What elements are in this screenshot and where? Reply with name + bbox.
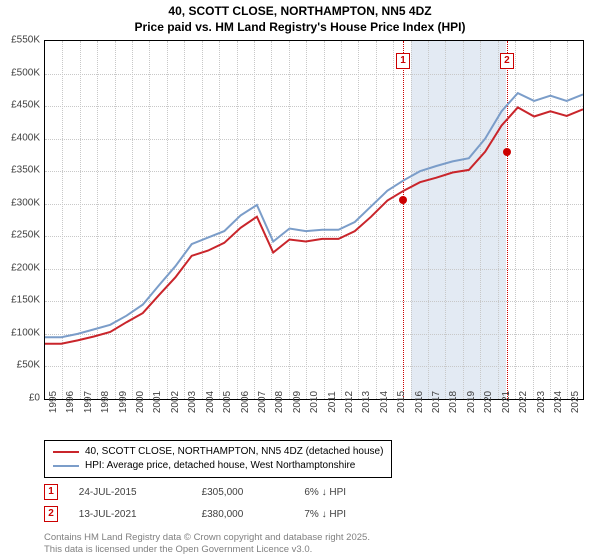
- sale-point: [503, 148, 511, 156]
- sale-row-1: 1 24-JUL-2015 £305,000 6% ↓ HPI: [44, 484, 346, 500]
- x-tick: 2020: [483, 391, 494, 413]
- x-tick: 2022: [518, 391, 529, 413]
- x-tick: 2006: [240, 391, 251, 413]
- x-tick: 2019: [466, 391, 477, 413]
- footer: Contains HM Land Registry data © Crown c…: [44, 532, 370, 556]
- x-tick: 2009: [292, 391, 303, 413]
- x-tick: 2002: [170, 391, 181, 413]
- y-tick: £350K: [11, 165, 40, 176]
- y-tick: £250K: [11, 230, 40, 241]
- y-tick: £50K: [17, 360, 40, 371]
- y-tick: £400K: [11, 132, 40, 143]
- x-tick: 2001: [152, 391, 163, 413]
- x-tick: 2013: [361, 391, 372, 413]
- x-tick: 2016: [414, 391, 425, 413]
- x-tick: 2008: [274, 391, 285, 413]
- x-tick: 2014: [379, 391, 390, 413]
- x-tick: 1999: [118, 391, 129, 413]
- x-tick: 2003: [187, 391, 198, 413]
- sale-row-2: 2 13-JUL-2021 £380,000 7% ↓ HPI: [44, 506, 346, 522]
- x-tick: 2007: [257, 391, 268, 413]
- x-tick: 2005: [222, 391, 233, 413]
- x-tick: 2023: [536, 391, 547, 413]
- x-tick: 1997: [83, 391, 94, 413]
- legend-item-hpi: HPI: Average price, detached house, West…: [53, 459, 383, 473]
- legend-item-subject: 40, SCOTT CLOSE, NORTHAMPTON, NN5 4DZ (d…: [53, 445, 383, 459]
- y-tick: £100K: [11, 327, 40, 338]
- x-tick: 2015: [396, 391, 407, 413]
- y-tick: £500K: [11, 67, 40, 78]
- x-tick: 2021: [501, 391, 512, 413]
- x-tick: 2017: [431, 391, 442, 413]
- legend: 40, SCOTT CLOSE, NORTHAMPTON, NN5 4DZ (d…: [44, 440, 392, 478]
- x-tick: 2011: [327, 391, 338, 413]
- x-tick: 2010: [309, 391, 320, 413]
- x-tick: 2024: [553, 391, 564, 413]
- x-tick: 2025: [570, 391, 581, 413]
- y-tick: £0: [29, 393, 40, 404]
- x-tick: 1995: [48, 391, 59, 413]
- x-tick: 1996: [65, 391, 76, 413]
- x-tick: 2012: [344, 391, 355, 413]
- sale-point: [399, 196, 407, 204]
- x-tick: 2004: [205, 391, 216, 413]
- chart-title: 40, SCOTT CLOSE, NORTHAMPTON, NN5 4DZ Pr…: [0, 0, 600, 35]
- price-chart: 12: [44, 40, 584, 400]
- y-tick: £200K: [11, 262, 40, 273]
- y-tick: £300K: [11, 197, 40, 208]
- x-tick: 2018: [448, 391, 459, 413]
- y-tick: £150K: [11, 295, 40, 306]
- x-tick: 1998: [100, 391, 111, 413]
- y-tick: £450K: [11, 100, 40, 111]
- y-tick: £550K: [11, 35, 40, 46]
- x-tick: 2000: [135, 391, 146, 413]
